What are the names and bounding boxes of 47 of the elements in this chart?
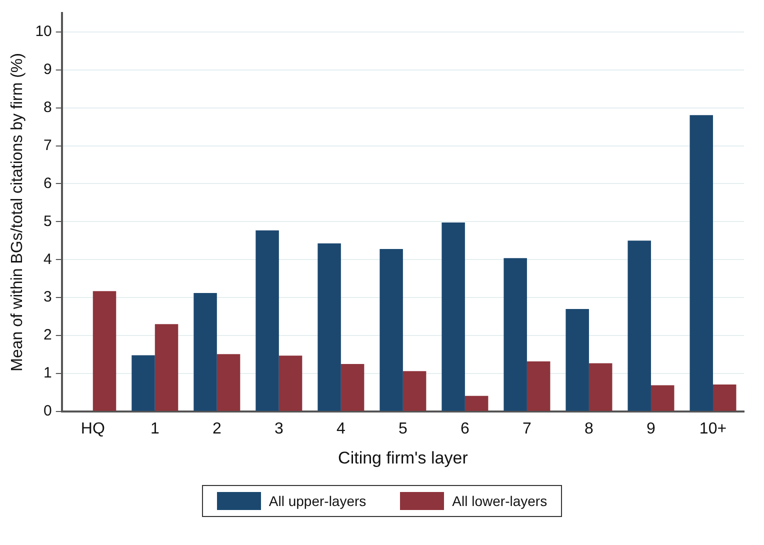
bar	[566, 308, 589, 411]
y-tick-label: 0	[44, 402, 52, 420]
bar	[402, 371, 426, 411]
bar	[194, 293, 217, 411]
x-tick-label: 10+	[699, 420, 727, 438]
y-tick-label: 2	[44, 326, 52, 344]
legend-label: All upper-layers	[268, 493, 366, 509]
y-tick-label: 9	[44, 61, 52, 78]
x-tick-label: 7	[522, 420, 532, 438]
y-tick-label: 7	[44, 136, 52, 154]
bar	[650, 385, 674, 411]
x-tick-label: 5	[398, 420, 408, 438]
x-tick-label: 6	[460, 420, 470, 438]
y-tick-label: 6	[44, 174, 52, 192]
bar	[340, 364, 364, 411]
bar	[442, 222, 465, 411]
bar	[278, 356, 302, 411]
x-tick-label: 2	[212, 420, 222, 438]
x-tick-label: 3	[274, 420, 284, 438]
bar	[318, 243, 341, 411]
bar	[690, 115, 713, 411]
bar	[464, 396, 488, 411]
bar	[132, 355, 155, 411]
x-tick-label: 1	[150, 420, 160, 438]
y-tick-label: 3	[44, 288, 52, 306]
bar	[628, 240, 651, 411]
legend-label: All lower-layers	[452, 493, 548, 509]
bar	[712, 384, 736, 411]
bar	[92, 291, 116, 411]
y-tick-label: 5	[44, 212, 52, 230]
y-tick-label: 1	[44, 364, 52, 382]
y-tick-label: 10	[35, 23, 52, 40]
bar	[380, 249, 403, 411]
bar	[154, 324, 178, 411]
x-tick-label: 8	[584, 420, 594, 438]
x-tick-label: 4	[336, 420, 346, 438]
bar	[504, 258, 527, 411]
bar	[256, 230, 279, 411]
bar	[216, 354, 240, 411]
x-tick-label: HQ	[80, 420, 105, 438]
bar	[526, 361, 550, 411]
y-axis-title: Mean of within BGs/total citations by firm (%)	[9, 53, 26, 372]
y-tick-label: 8	[44, 99, 52, 116]
x-tick-label: 9	[646, 420, 656, 438]
x-axis-title: Citing firm's layer	[338, 448, 468, 468]
bar	[588, 363, 612, 411]
y-tick-label: 4	[44, 250, 52, 268]
